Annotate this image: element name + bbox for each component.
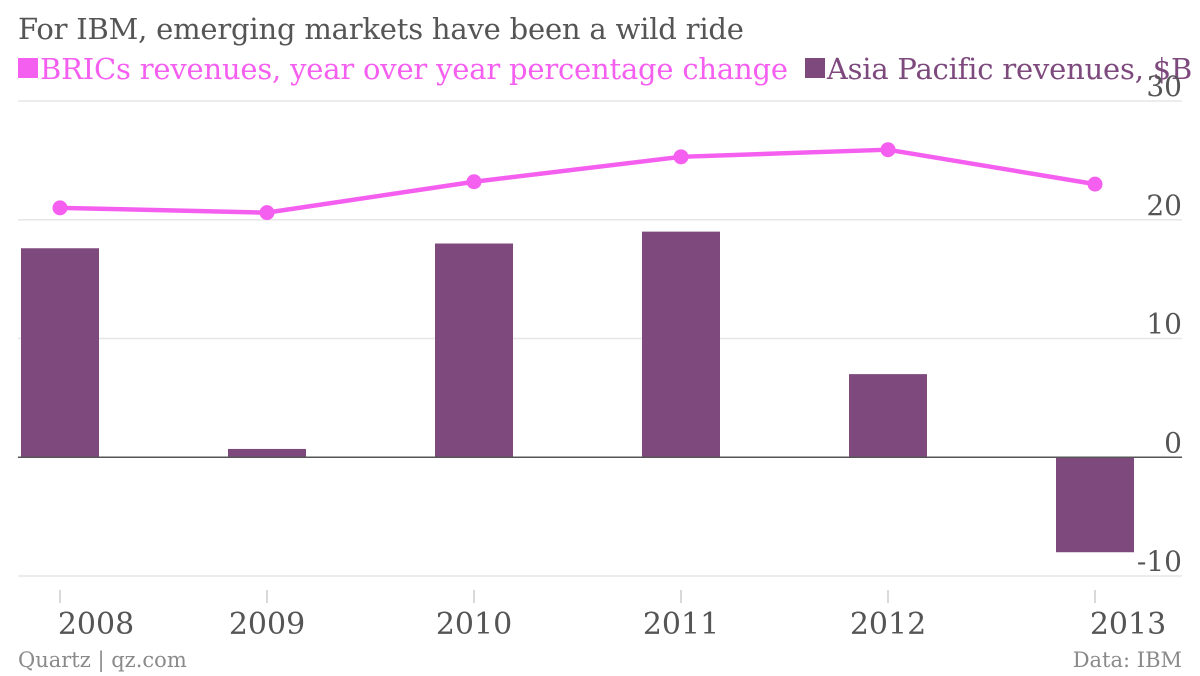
bar [1056,457,1134,553]
y-tick-label: 10 [1146,308,1182,341]
y-tick-label: 30 [1146,70,1182,103]
source-credit: Quartz | qz.com [18,648,187,672]
bar [849,374,927,458]
line-point [673,149,689,165]
x-tick-label: 2008 [58,607,134,642]
legend-label-line: BRICs revenues, year over year percentag… [40,52,788,86]
y-tick-label: -10 [1137,545,1182,578]
legend-label-bar: Asia Pacific revenues, $B [826,52,1193,86]
legend-swatch-line [18,58,38,78]
x-tick-label: 2009 [229,607,305,642]
x-tick-label: 2012 [850,607,926,642]
data-source: Data: IBM [1072,648,1182,672]
line-point [880,142,896,158]
bar [228,448,306,458]
y-tick-label: 0 [1164,426,1182,459]
legend-item-bar: Asia Pacific revenues, $B [804,52,1193,86]
line-point [1087,176,1103,192]
line-point [466,174,482,190]
line-point [259,205,275,221]
legend-swatch-bar [804,58,825,78]
legend: BRICs revenues, year over year percentag… [18,52,1200,86]
bar [435,243,513,458]
x-tick-label: 2010 [436,607,512,642]
x-tick-label: 2013 [1090,607,1166,642]
y-tick-label: 20 [1146,189,1182,222]
x-tick-label: 2011 [643,607,719,642]
chart-title: For IBM, emerging markets have been a wi… [18,12,744,46]
line-point [52,200,68,216]
legend-item-line: BRICs revenues, year over year percentag… [18,52,788,86]
bar [642,231,720,458]
line-series [59,147,1096,215]
bar [21,248,99,458]
